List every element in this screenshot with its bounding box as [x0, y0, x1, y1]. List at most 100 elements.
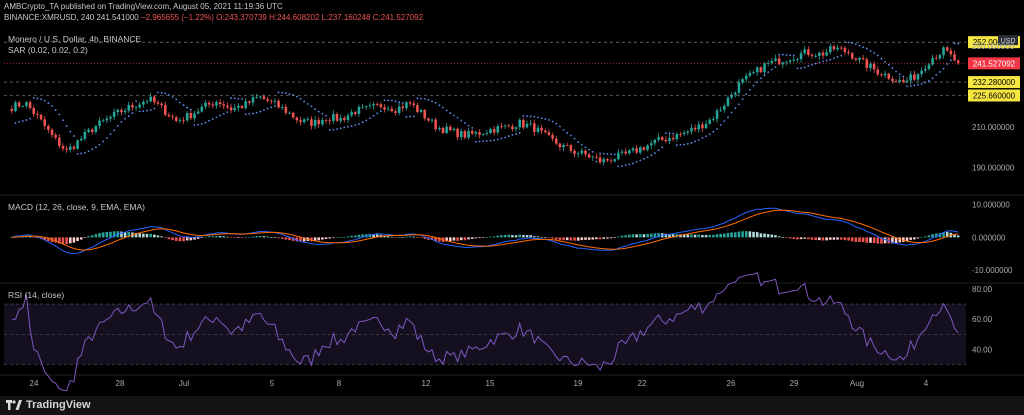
sar-dot	[727, 116, 729, 119]
candle	[149, 96, 152, 102]
header-line1: AMBCrypto_TA published on TradingView.co…	[4, 2, 283, 11]
macd-histogram-bar	[759, 233, 763, 238]
candle	[814, 55, 817, 57]
candle	[470, 130, 474, 134]
candle	[98, 120, 101, 127]
sar-dot	[200, 123, 203, 125]
sar-dot	[175, 98, 178, 101]
candle	[478, 132, 481, 135]
macd-histogram-bar	[584, 237, 587, 240]
sar-dot	[369, 117, 371, 120]
macd-histogram-bar	[145, 233, 149, 238]
tradingview-logo[interactable]: TradingView	[6, 399, 91, 411]
macd-histogram-bar	[229, 237, 233, 238]
sar-dot	[931, 77, 934, 80]
sar-dot	[328, 129, 331, 131]
candle	[934, 57, 938, 59]
candle	[259, 96, 262, 98]
sar-dot	[73, 135, 75, 137]
candle	[87, 129, 90, 132]
candle	[500, 126, 503, 127]
macd-histogram-bar	[372, 234, 375, 238]
candle	[229, 107, 233, 111]
candle	[503, 125, 507, 127]
candle	[628, 150, 631, 154]
macd-axis-tick: -10.000000	[972, 266, 1013, 275]
macd-histogram-bar	[788, 237, 792, 239]
candle	[755, 67, 759, 73]
footer-bar: TradingView	[0, 396, 1024, 415]
candle	[832, 46, 836, 50]
chart-canvas[interactable]: 252.000000 241.527092 232.280000 225.660000…	[0, 0, 1024, 396]
candle	[551, 134, 554, 139]
price-level-label: 225.660000	[973, 91, 1016, 100]
candle	[887, 73, 891, 79]
macd-histogram-bar	[525, 235, 529, 238]
sar-dot	[401, 102, 404, 104]
macd-histogram-bar	[419, 237, 423, 238]
candle	[657, 137, 660, 140]
macd-histogram-bar	[814, 237, 817, 241]
macd-histogram-bar	[28, 236, 32, 238]
sar-dot	[390, 99, 393, 102]
candle	[529, 123, 532, 125]
candle	[653, 139, 657, 144]
macd-histogram-bar	[704, 235, 708, 238]
macd-histogram-bar	[785, 237, 788, 239]
sar-dot	[124, 117, 126, 120]
macd-histogram-bar	[313, 237, 317, 241]
macd-histogram-bar	[507, 234, 511, 238]
macd-histogram-bar	[803, 237, 806, 239]
macd-histogram-bar	[193, 237, 196, 240]
sar-dot	[606, 153, 609, 155]
macd-histogram-bar	[32, 237, 36, 238]
candle	[876, 69, 880, 75]
sar-dot	[412, 115, 415, 118]
sar-dot	[500, 137, 503, 140]
macd-histogram-bar	[821, 237, 825, 241]
candle	[861, 57, 865, 60]
macd-histogram-bar	[536, 236, 540, 238]
sar-dot	[379, 110, 382, 113]
sar-dot	[263, 109, 265, 111]
candle	[547, 132, 551, 135]
candle	[50, 129, 54, 135]
macd-histogram-bar	[927, 235, 931, 238]
candle	[770, 60, 774, 64]
sar-dot	[909, 85, 912, 87]
price-pane-title: Monero / U.S. Dollar, 4h, BINANCE	[8, 34, 142, 44]
sar-dot	[474, 140, 477, 143]
candle	[945, 47, 949, 51]
time-axis-tick: 29	[790, 379, 799, 388]
sar-dot	[756, 81, 759, 84]
sar-dot	[25, 119, 28, 121]
currency-tag	[998, 35, 1018, 46]
sar-dot	[146, 109, 148, 112]
sar-dot	[32, 97, 35, 99]
sar-dot	[577, 141, 580, 143]
candle	[704, 123, 708, 129]
sar-dot	[767, 71, 770, 74]
candle	[412, 103, 416, 106]
candle	[609, 160, 613, 162]
macd-histogram-bar	[653, 233, 657, 238]
candle	[456, 128, 459, 138]
sar-dot	[197, 123, 200, 126]
candle	[79, 138, 83, 141]
candle	[397, 106, 401, 113]
sar-dot	[456, 116, 459, 119]
macd-histogram-bar	[916, 237, 920, 239]
candle	[196, 111, 200, 114]
macd-histogram-bar	[255, 236, 258, 238]
candle	[112, 112, 116, 117]
candle	[463, 131, 467, 138]
macd-histogram-bar	[741, 231, 744, 238]
candle	[317, 119, 321, 125]
candle	[507, 125, 511, 127]
macd-histogram-bar	[562, 237, 565, 241]
macd-histogram-bar	[854, 237, 858, 242]
macd-histogram-bar	[156, 235, 160, 238]
macd-histogram-bar	[529, 235, 532, 238]
ohlc-values: O:243.370739 H:244.608202 L:237.160248 C…	[216, 13, 424, 22]
sar-dot	[171, 96, 174, 98]
